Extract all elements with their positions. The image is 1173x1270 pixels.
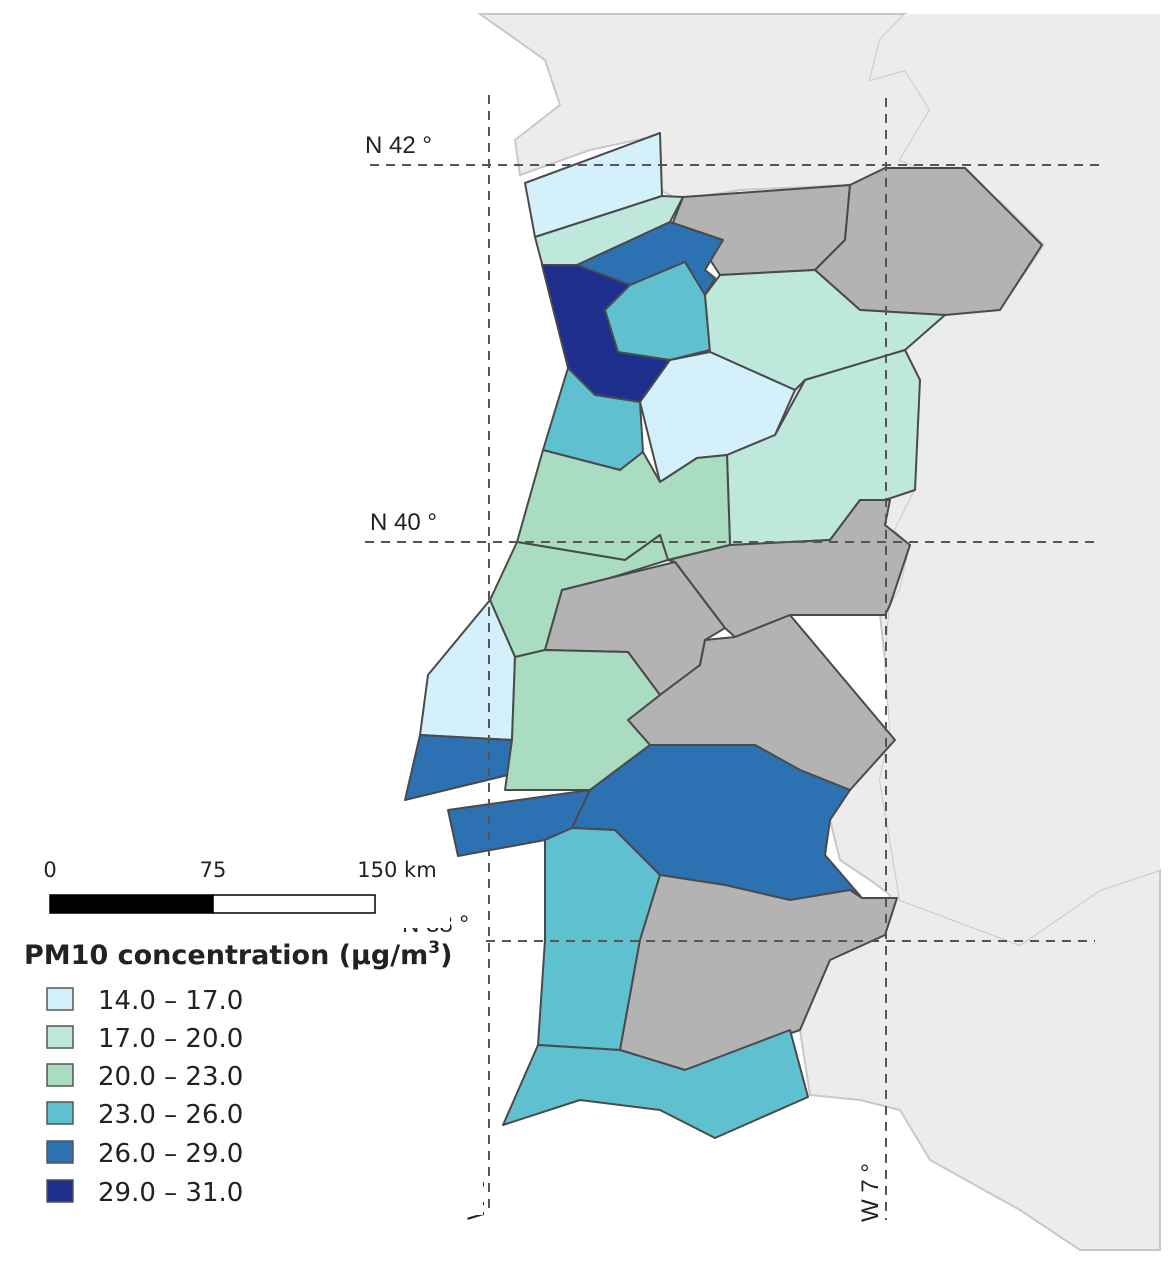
latitude-label-42: N 42 ° — [365, 132, 432, 159]
legend-title-end: ) — [440, 940, 452, 971]
region — [814, 167, 1043, 316]
legend: PM10 concentration (µg/m3) 14.0 – 17.0 1… — [18, 935, 483, 1215]
region — [516, 449, 731, 561]
legend-title: PM10 concentration (µg/m3) — [24, 938, 452, 971]
scale-bar-black-segment — [49, 894, 214, 914]
legend-swatch — [46, 1025, 74, 1049]
scale-bar: 0 75 150 km — [20, 848, 450, 928]
latitude-label-40: N 40 ° — [370, 509, 437, 536]
region — [502, 1029, 809, 1139]
legend-label: 29.0 – 31.0 — [98, 1178, 243, 1208]
scale-tick-label-0: 0 — [43, 858, 56, 882]
longitude-label-7: W 7 ° — [857, 1163, 884, 1222]
scale-tick-label-150: 150 km — [357, 858, 436, 882]
legend-swatch — [46, 1063, 74, 1087]
legend-title-superscript: 3 — [428, 938, 440, 958]
scale-bar-white-segment — [212, 894, 376, 914]
legend-swatch — [46, 1140, 74, 1164]
region — [667, 499, 911, 638]
scale-tick-label-75: 75 — [200, 858, 227, 882]
scale-bar-background — [20, 848, 450, 928]
region — [504, 649, 661, 791]
graticule: N 42 ° N 40 ° N 38 ° W 9 ° W 7 ° — [365, 95, 1100, 1222]
legend-label: 26.0 – 29.0 — [98, 1139, 243, 1169]
legend-label: 23.0 – 26.0 — [98, 1100, 243, 1130]
legend-label: 14.0 – 17.0 — [98, 986, 243, 1016]
legend-label: 20.0 – 23.0 — [98, 1062, 243, 1092]
legend-swatch — [46, 1101, 74, 1125]
legend-swatch — [46, 987, 74, 1011]
legend-swatch — [46, 1179, 74, 1203]
legend-label: 17.0 – 20.0 — [98, 1024, 243, 1054]
region — [404, 734, 513, 801]
legend-background — [18, 935, 483, 1215]
spain-east-fill — [870, 14, 1160, 945]
portugal-regions — [404, 132, 1043, 1139]
